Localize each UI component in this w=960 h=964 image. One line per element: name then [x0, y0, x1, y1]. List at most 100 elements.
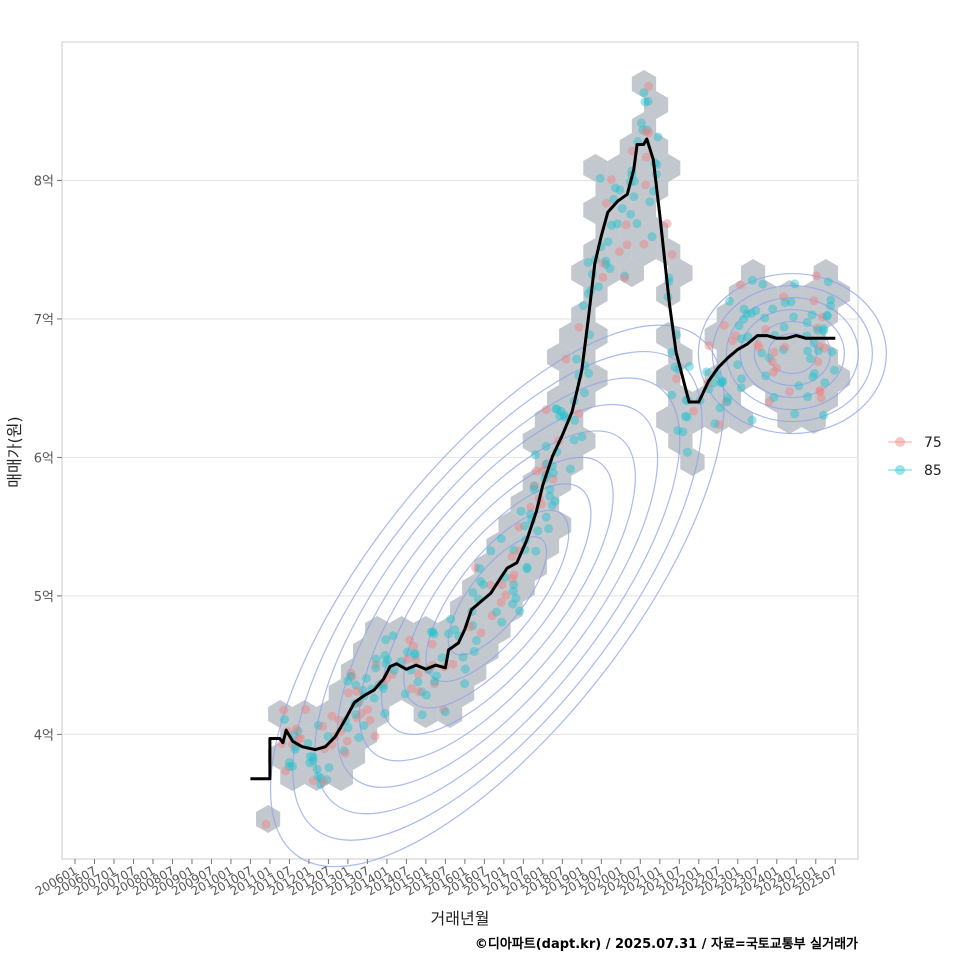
data-point-75: [641, 127, 651, 137]
data-point-75: [346, 668, 356, 678]
density-contour: [336, 403, 659, 788]
data-point-85: [702, 367, 712, 377]
data-point-75: [606, 175, 616, 185]
data-point-85: [673, 425, 683, 435]
data-point-75: [731, 331, 741, 341]
data-point-75: [497, 580, 507, 590]
data-point-75: [342, 736, 352, 746]
data-point-85: [717, 376, 727, 386]
data-point-85: [734, 321, 744, 331]
data-point-85: [579, 388, 589, 398]
data-point-85: [643, 96, 653, 106]
data-point-85: [739, 314, 749, 324]
data-point-85: [303, 738, 313, 748]
data-point-75: [318, 721, 328, 731]
density-contour: [314, 377, 681, 815]
data-point-85: [629, 192, 639, 202]
data-point-85: [715, 403, 725, 413]
data-point-85: [716, 378, 726, 388]
data-point-85: [601, 259, 611, 269]
data-point-75: [601, 198, 611, 208]
data-point-75: [343, 688, 353, 698]
data-point-85: [469, 646, 479, 656]
data-point-85: [486, 546, 496, 556]
data-point-75: [820, 343, 830, 353]
data-point-75: [614, 247, 624, 257]
data-point-85: [606, 220, 616, 230]
data-point-85: [617, 204, 627, 214]
plot-panel: [61, 41, 859, 860]
hexbin-cell: [825, 364, 851, 392]
data-point-75: [779, 292, 789, 302]
data-point-75: [561, 354, 571, 364]
data-point-75: [719, 320, 729, 330]
data-point-75: [509, 570, 519, 580]
data-point-75: [764, 397, 774, 407]
data-point-85: [381, 635, 391, 645]
hexbin-cell: [789, 343, 814, 371]
data-point-85: [583, 257, 593, 267]
hexbin-cell: [559, 448, 584, 476]
data-point-85: [595, 173, 605, 183]
data-point-85: [428, 627, 438, 637]
y-tick-label: 8억: [34, 174, 54, 189]
data-point-85: [827, 347, 837, 357]
data-point-75: [414, 687, 424, 697]
hexbin-cell: [377, 679, 402, 707]
data-point-85: [429, 629, 439, 639]
data-point-85: [612, 219, 622, 229]
data-point-85: [803, 346, 813, 356]
data-point-85: [475, 563, 485, 573]
data-point-85: [570, 415, 580, 425]
density-contour: [447, 536, 548, 656]
hexbin-cell: [510, 490, 535, 518]
data-point-75: [526, 502, 536, 512]
hexbin-cell: [571, 259, 596, 287]
hexbin-cell: [365, 700, 390, 728]
data-point-85: [413, 677, 423, 687]
data-point-85: [516, 506, 526, 516]
data-point-85: [444, 629, 454, 639]
hexbin-cell: [607, 154, 632, 182]
y-tick-label: 7억: [34, 313, 54, 328]
data-point-85: [305, 758, 315, 768]
data-point-85: [678, 427, 688, 437]
data-point-85: [437, 653, 447, 663]
data-point-85: [739, 304, 749, 314]
data-point-85: [460, 664, 470, 674]
x-axis-title: 거래년월: [431, 909, 490, 928]
y-tick-label: 6억: [34, 451, 54, 466]
data-point-85: [802, 317, 812, 327]
data-point-75: [370, 731, 380, 741]
hexbin-cell: [668, 343, 693, 371]
data-point-85: [417, 687, 427, 697]
data-point-85: [284, 762, 294, 772]
data-point-85: [290, 744, 300, 754]
data-point-75: [365, 715, 375, 725]
data-point-85: [747, 415, 757, 425]
y-tick-label: 4억: [34, 728, 54, 743]
data-point-85: [410, 650, 420, 660]
data-point-85: [640, 97, 650, 107]
hexbin-cell: [801, 364, 826, 392]
data-point-85: [450, 625, 460, 635]
data-point-85: [460, 679, 470, 689]
y-axis: 4억 5억 6억 7억 8억: [34, 174, 62, 743]
hexbin-cell: [753, 364, 778, 392]
data-point-85: [361, 673, 371, 683]
data-point-85: [737, 334, 747, 344]
data-point-75: [347, 671, 357, 681]
hexbin-cell: [656, 406, 681, 434]
data-point-85: [552, 404, 562, 414]
hexbin-cell: [462, 574, 487, 602]
data-point-85: [725, 296, 735, 306]
hexbin-cell: [777, 280, 802, 308]
data-point-85: [572, 354, 582, 364]
data-point-85: [313, 720, 323, 730]
data-point-85: [823, 277, 833, 287]
data-point-85: [520, 521, 530, 531]
data-point-85: [544, 524, 554, 534]
data-point-75: [407, 683, 417, 693]
density-contour: [358, 430, 636, 762]
data-point-85: [308, 756, 318, 766]
